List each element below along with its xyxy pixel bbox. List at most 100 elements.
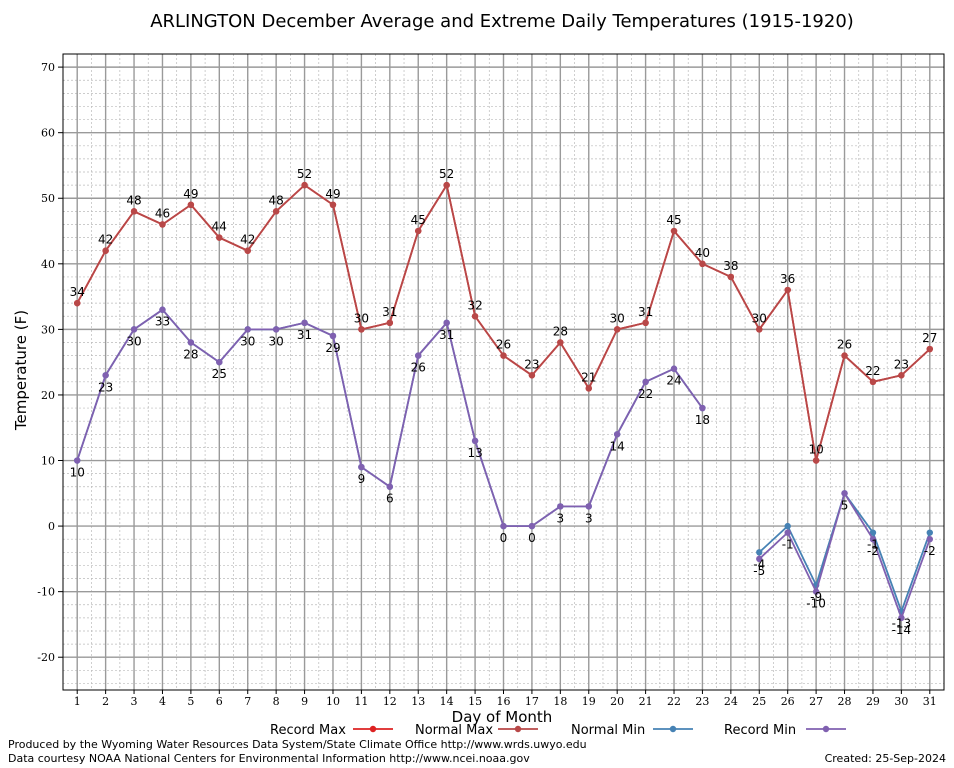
data-point — [670, 365, 678, 372]
data-point — [926, 529, 933, 536]
data-point — [756, 549, 763, 556]
data-label: 33 — [155, 315, 170, 329]
data-point — [329, 201, 337, 209]
data-point — [244, 326, 251, 333]
data-point — [102, 372, 109, 379]
x-tick-label: 16 — [497, 695, 511, 708]
data-label: 40 — [695, 246, 710, 260]
data-point — [670, 227, 678, 235]
data-point — [869, 535, 877, 543]
x-tick-label: 6 — [216, 695, 223, 708]
data-point — [301, 181, 308, 189]
data-point — [272, 326, 280, 333]
data-point — [74, 457, 81, 464]
data-point — [471, 437, 479, 445]
data-label: 13 — [467, 446, 482, 460]
data-label: 3 — [585, 511, 593, 525]
data-point — [386, 483, 394, 490]
data-label: 31 — [638, 305, 653, 319]
legend-label: Record Min — [724, 723, 796, 738]
x-tick-label: 1 — [74, 695, 81, 708]
data-label: 45 — [666, 213, 681, 227]
x-tick-label: 7 — [244, 695, 251, 708]
data-label: 42 — [98, 233, 113, 247]
data-label: 23 — [98, 380, 113, 394]
data-point — [74, 299, 81, 307]
data-label: 22 — [638, 387, 653, 401]
data-point — [898, 372, 905, 379]
data-label: 46 — [155, 206, 170, 220]
legend-swatch-marker — [369, 725, 377, 733]
data-label: 30 — [269, 334, 284, 348]
data-label: -1 — [782, 538, 794, 552]
x-tick-label: 21 — [639, 695, 653, 708]
data-point — [926, 345, 933, 353]
x-tick-label: 24 — [724, 695, 738, 708]
plot-border — [62, 53, 945, 691]
data-label: 30 — [126, 334, 141, 348]
data-point — [869, 529, 877, 536]
x-tick-label: 12 — [383, 695, 397, 708]
data-label: 27 — [922, 331, 937, 345]
data-label: -14 — [892, 623, 912, 637]
y-axis-label: Temperature (F) — [12, 310, 30, 431]
y-tick-label: 50 — [41, 192, 55, 205]
x-tick-label: 28 — [838, 695, 852, 708]
data-point — [301, 319, 308, 327]
data-point — [784, 522, 791, 530]
data-label: 52 — [439, 167, 454, 181]
data-label: 48 — [126, 193, 141, 207]
data-point — [415, 352, 422, 359]
x-tick-label: 10 — [326, 695, 340, 708]
data-point — [216, 358, 223, 366]
data-point — [415, 227, 422, 235]
data-point — [244, 247, 251, 254]
data-label: 0 — [528, 531, 536, 545]
data-point — [642, 319, 649, 327]
y-tick-label: 70 — [41, 61, 55, 74]
x-tick-label: 20 — [610, 695, 624, 708]
legend: Record Max Normal Max Normal Min Record Min — [270, 723, 846, 738]
y-tick-label: 40 — [41, 258, 55, 271]
x-tick-label: 8 — [273, 695, 280, 708]
data-label: -2 — [867, 544, 879, 558]
data-label: -5 — [753, 564, 765, 578]
footer-courtesy: Data courtesy NOAA National Centers for … — [8, 752, 530, 765]
data-point — [500, 522, 507, 530]
data-point — [102, 247, 109, 254]
x-tick-label: 18 — [553, 695, 567, 708]
data-point — [130, 208, 138, 215]
data-label: -13 — [892, 616, 912, 630]
data-point — [500, 352, 507, 359]
data-label: 31 — [382, 305, 397, 319]
data-point — [784, 286, 791, 294]
data-point — [130, 326, 138, 333]
data-label: 23 — [524, 357, 539, 371]
footer-created: Created: 25-Sep-2024 — [825, 752, 946, 765]
x-tick-label: 30 — [894, 695, 908, 708]
legend-swatch-marker — [514, 725, 522, 733]
data-point — [272, 208, 280, 215]
x-tick-label: 14 — [440, 695, 454, 708]
data-label: 31 — [439, 328, 454, 342]
data-label: 38 — [723, 259, 738, 273]
data-label: 6 — [386, 492, 394, 506]
data-point — [756, 326, 763, 333]
y-tick-label: 30 — [41, 323, 55, 336]
data-point — [557, 503, 564, 510]
data-label: 18 — [695, 413, 710, 427]
data-point — [642, 378, 649, 386]
x-tick-label: 4 — [159, 695, 166, 708]
data-label: 30 — [610, 311, 625, 325]
data-point — [898, 614, 905, 622]
data-point — [329, 332, 337, 340]
y-tick-label: 60 — [41, 127, 55, 140]
data-point — [187, 201, 195, 209]
data-label: 30 — [240, 334, 255, 348]
x-tick-label: 9 — [301, 695, 308, 708]
data-point — [386, 319, 394, 327]
data-point — [699, 260, 706, 268]
data-label: 26 — [411, 361, 426, 375]
